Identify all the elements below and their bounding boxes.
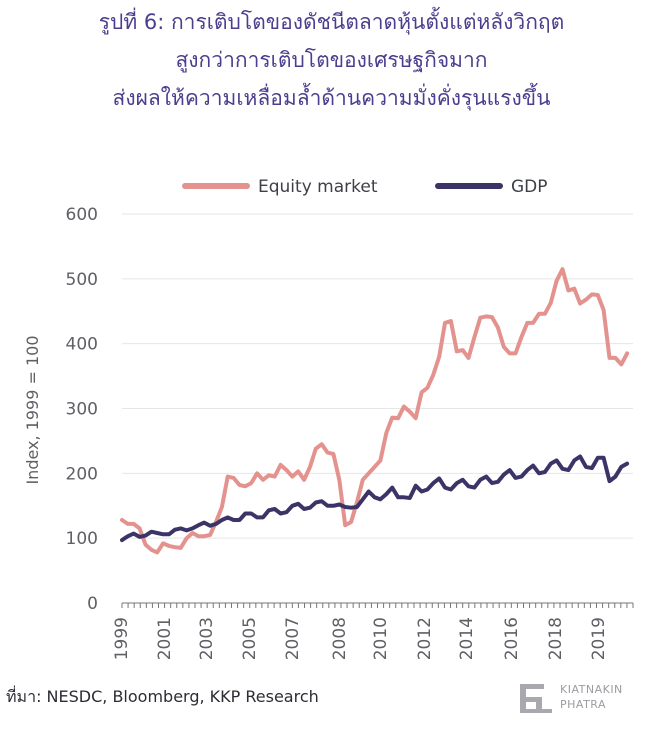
x-tick-label: 2001 <box>155 617 175 660</box>
gridlines <box>122 213 633 539</box>
y-tick-label: 400 <box>66 335 98 355</box>
chart-title-line-1: รูปที่ 6: การเติบโตของดัชนีตลาดหุ้นตั้งแ… <box>98 10 565 34</box>
x-tick-label: 2003 <box>197 617 217 660</box>
x-axis: 1999 2001 2003 2005 2007 2008 2010 2012 2014 2016… <box>112 602 634 660</box>
chart-title-line-2: สูงกว่าการเติบโตของเศรษฐกิจมาก <box>175 48 488 72</box>
x-tick-label: 2012 <box>415 617 435 660</box>
x-tick-label: 2014 <box>457 617 477 660</box>
y-tick-label: 500 <box>66 270 98 290</box>
y-axis-label: Index, 1999 = 100 <box>23 335 42 484</box>
chart-title-line-3: ส่งผลให้ความเหลื่อมล้ำด้านความมั่งคั่งรุ… <box>112 86 551 110</box>
y-tick-label: 200 <box>66 464 98 484</box>
x-tick-label: 2016 <box>502 617 522 660</box>
legend-gdp-label: GDP <box>511 177 548 197</box>
legend-equity-label: Equity market <box>258 177 378 197</box>
kkp-logo-icon <box>520 684 552 713</box>
x-tick-label: 1999 <box>112 617 132 660</box>
equity-market-line <box>120 267 630 555</box>
x-tick-label: 2005 <box>240 617 260 660</box>
x-tick-label: 2010 <box>371 617 391 660</box>
logo-text-line-2: PHATRA <box>560 698 607 711</box>
y-axis-ticks: 0 100 200 300 400 500 600 <box>66 205 98 614</box>
y-tick-label: 100 <box>66 529 98 549</box>
line-chart: 0 100 200 300 400 500 600 1999 2001 2003 2005 2007… <box>23 177 634 660</box>
x-tick-label: 2008 <box>330 617 350 660</box>
gdp-line <box>120 454 630 543</box>
y-tick-label: 0 <box>87 594 98 614</box>
brand-logo: KIATNAKIN PHATRA <box>516 680 663 720</box>
legend: Equity market GDP <box>182 177 548 197</box>
source-note: ที่มา: NESDC, Bloomberg, KKP Research <box>6 687 319 706</box>
x-tick-label: 2018 <box>546 617 566 660</box>
series-lines <box>120 267 630 555</box>
x-tick-label: 2019 <box>589 617 609 660</box>
logo-text-line-1: KIATNAKIN <box>560 683 623 696</box>
y-tick-label: 300 <box>66 400 98 420</box>
y-tick-label: 600 <box>66 205 98 225</box>
x-tick-label: 2007 <box>283 617 303 660</box>
